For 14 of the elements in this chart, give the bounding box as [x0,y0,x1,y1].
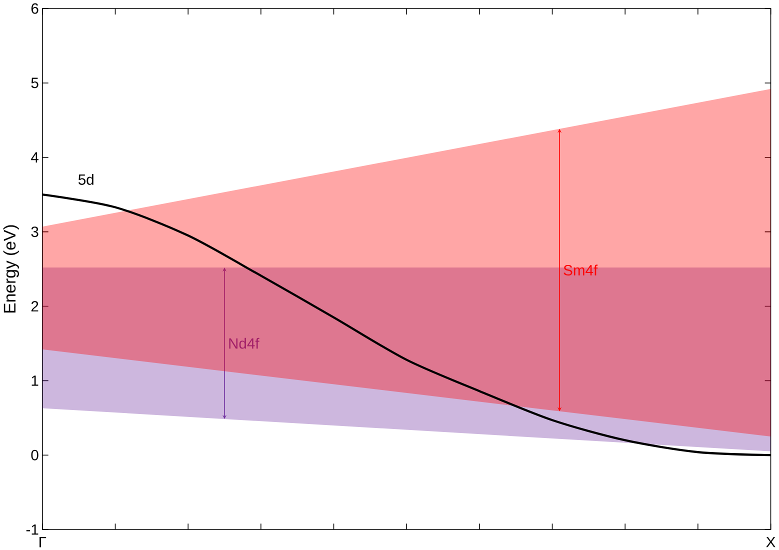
x-tick-label: X [766,536,776,547]
legend-label: Sm4f [564,264,598,276]
legend-label: Nd4f [229,338,260,348]
y-tick-label: -1 [26,524,38,534]
y-tick-label: 0 [31,450,38,460]
y-axis-title: Energy (eV) [3,225,19,312]
y-tick-label: 1 [32,375,38,386]
y-tick-label: 6 [31,3,38,14]
y-tick-label: 4 [31,152,38,162]
y-tick-label: 3 [31,226,38,237]
x-tick-label: Γ [40,536,46,547]
y-tick-label: 2 [31,300,38,312]
series-label: 5d [78,174,94,185]
y-tick-label: 5 [31,78,38,88]
